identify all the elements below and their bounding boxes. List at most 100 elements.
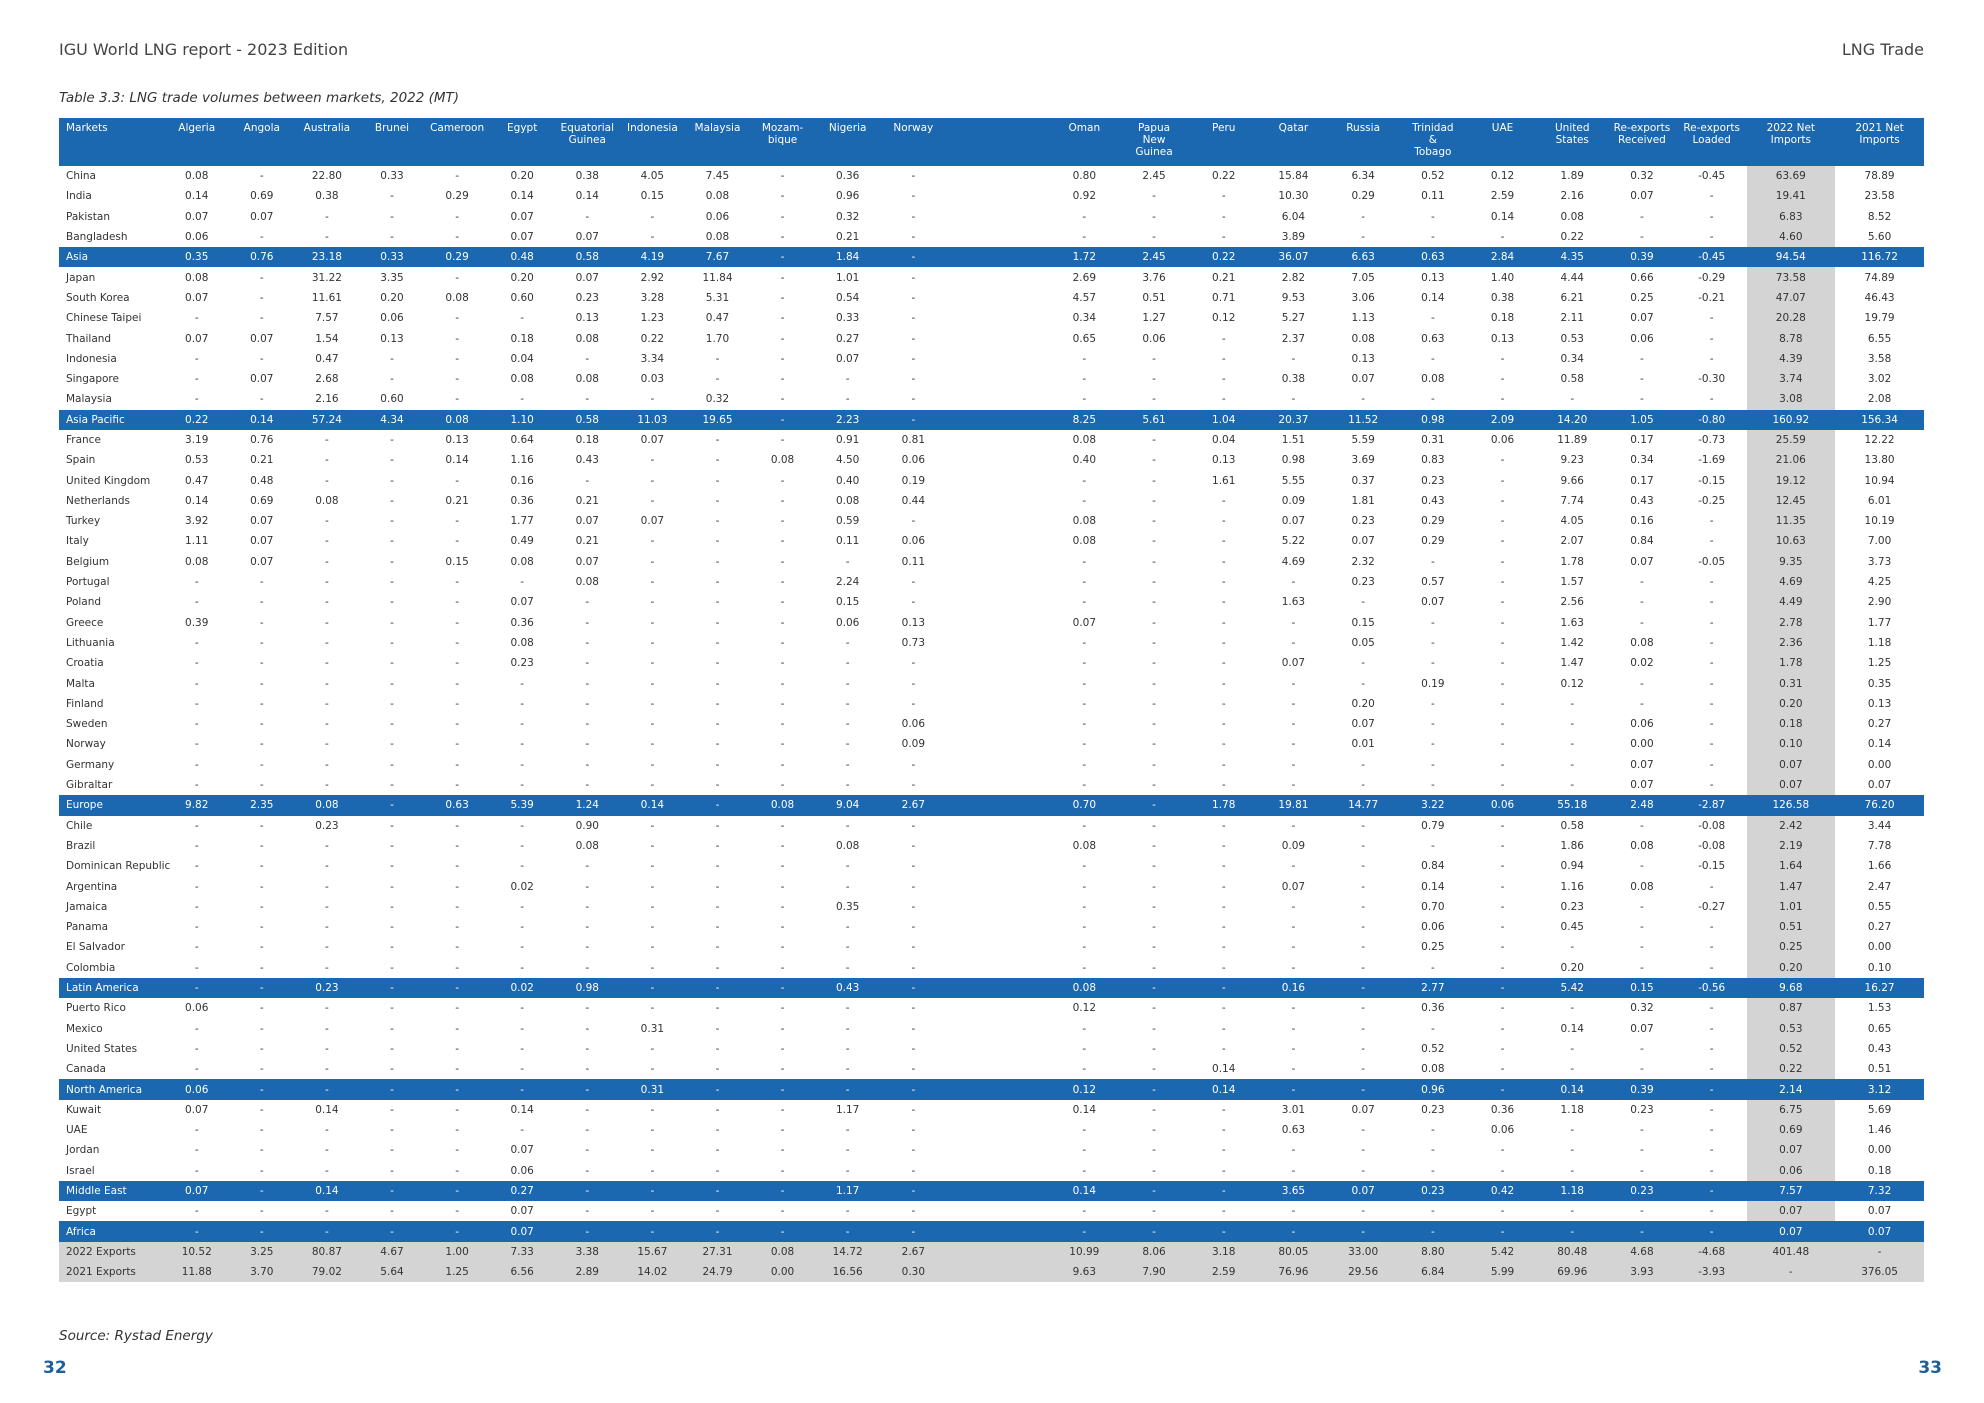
cell: 16.56	[815, 1262, 881, 1283]
cell: -	[911, 231, 916, 244]
cell: 0.15	[445, 555, 469, 568]
cell: -	[259, 636, 264, 649]
cell: -	[1709, 596, 1714, 609]
cell: -	[1361, 657, 1366, 670]
cell: -	[911, 1124, 916, 1137]
cell: 0.23	[1630, 1103, 1654, 1116]
cell: 10.19	[1864, 515, 1895, 528]
cell: 1.04	[1188, 409, 1259, 430]
cell: -	[359, 795, 425, 816]
cell: 0.08	[575, 839, 599, 852]
cell: -	[1430, 738, 1435, 751]
cell: -	[1640, 393, 1644, 406]
cell: 0.25	[1746, 937, 1836, 958]
cell: 5.22	[1281, 535, 1306, 548]
cell: -	[455, 718, 459, 731]
cell: -	[259, 596, 264, 609]
cell: -	[585, 758, 590, 771]
cell: 5.69	[1867, 1103, 1892, 1116]
market-row: Portugal - - - - - - 0.08 - - - 2.24 - - - - - 0.23 0.57 - 1…	[59, 571, 1924, 593]
cell: 0.07	[250, 535, 274, 548]
cell: -	[520, 921, 525, 934]
cell: -	[455, 1103, 459, 1116]
cell: 0.13	[1867, 697, 1892, 710]
cell: 0.32	[705, 393, 730, 406]
cell: 0.07	[575, 231, 599, 244]
cell: -1.69	[1698, 454, 1726, 467]
cell: -	[1709, 779, 1714, 792]
cell: -	[1570, 941, 1575, 954]
cell: -0.56	[1676, 977, 1747, 999]
cell: -	[780, 393, 785, 406]
cell: -	[1221, 190, 1226, 203]
cell: 0.22	[1212, 170, 1236, 183]
cell: -	[1361, 880, 1366, 893]
table-caption: Table 3.3: LNG trade volumes between mar…	[59, 90, 460, 106]
cell: -	[1430, 636, 1435, 649]
cell: -	[194, 1205, 199, 1218]
cell: -	[1082, 231, 1087, 244]
cell: 0.06	[1746, 1160, 1836, 1181]
cell: 1.86	[1560, 839, 1584, 852]
cell: 0.38	[315, 190, 339, 203]
cell: -	[585, 718, 590, 731]
cell: -	[585, 1042, 590, 1055]
cell: -	[325, 1124, 329, 1137]
cell: -	[1570, 697, 1575, 710]
export-row: 2022 Exports 10.52 3.25 80.87 4.67 1.00 7.33 3.…	[59, 1241, 1924, 1263]
cell: -	[585, 596, 590, 609]
cell: -	[1221, 576, 1226, 589]
cell: -	[455, 900, 459, 913]
cell: 2.47	[1867, 880, 1892, 893]
cell: -	[390, 718, 394, 731]
cell: 0.08	[294, 795, 360, 816]
cell: 0.07	[510, 1144, 534, 1157]
cell: -	[1500, 555, 1505, 568]
cell: 5.59	[1351, 434, 1375, 446]
cell: -	[1082, 1164, 1087, 1177]
cell: 0.96	[835, 190, 860, 203]
cell: 0.08	[575, 576, 599, 589]
cell: 5.64	[359, 1262, 425, 1283]
cell: -	[520, 839, 525, 852]
cell: 5.55	[1281, 474, 1306, 487]
cell: 0.06	[510, 1164, 534, 1177]
cell: -	[650, 616, 655, 629]
cell: -	[390, 535, 394, 548]
cell: 6.84	[1397, 1262, 1468, 1283]
cell: -	[585, 1063, 590, 1076]
market-name: Jordan	[66, 1144, 100, 1157]
cell: -	[1709, 393, 1714, 406]
cell: -	[715, 1205, 720, 1218]
cell: 3.19	[185, 434, 209, 446]
cell: -	[911, 1103, 916, 1116]
cell: 0.98	[1397, 409, 1468, 430]
cell: 0.31	[1421, 434, 1445, 446]
cell: 0.06	[1142, 332, 1166, 345]
market-name: Asia	[59, 247, 165, 268]
cell: -	[845, 758, 850, 771]
cell: -	[325, 1164, 329, 1177]
cell: -	[325, 555, 329, 568]
cell: -	[911, 677, 916, 690]
cell: -	[424, 1079, 490, 1100]
cell: -	[164, 977, 230, 999]
cell: 1.51	[1281, 434, 1306, 446]
cell: 21.06	[1746, 450, 1836, 471]
cell: 1.24	[554, 795, 620, 816]
cell: 80.48	[1537, 1241, 1608, 1263]
cell: -	[911, 596, 916, 609]
cell: -	[1500, 576, 1505, 589]
cell: 0.14	[1212, 1063, 1236, 1076]
cell: 4.49	[1746, 592, 1836, 613]
cell: -	[1709, 210, 1714, 223]
cell: -	[1640, 900, 1644, 913]
cell: 2.56	[1560, 596, 1584, 609]
cell: -	[780, 1144, 785, 1157]
cell: -	[1361, 1205, 1366, 1218]
cell: 160.92	[1746, 409, 1836, 430]
cell: -	[1119, 795, 1189, 816]
cell: -	[780, 231, 785, 244]
cell: 0.71	[1212, 291, 1236, 304]
